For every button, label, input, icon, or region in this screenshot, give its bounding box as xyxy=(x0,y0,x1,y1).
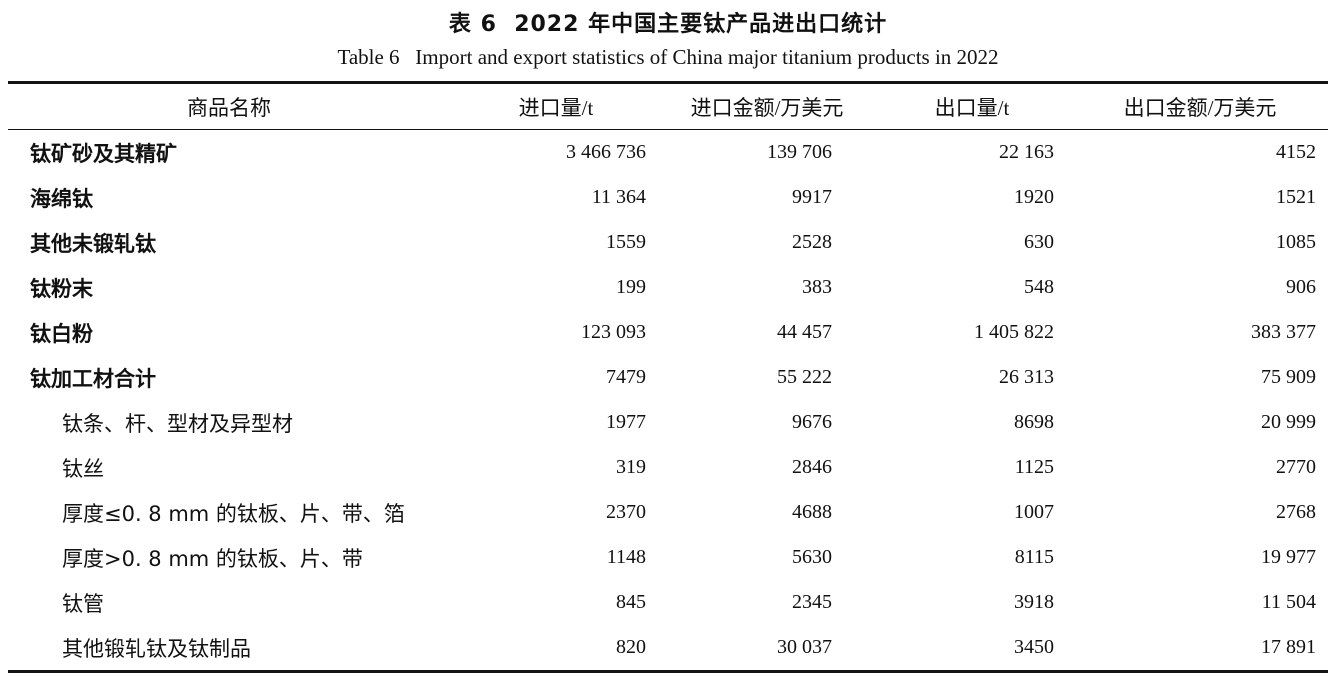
cell-product-name: 钛丝 xyxy=(62,456,104,481)
cell-product-name: 厚度>0. 8 mm 的钛板、片、带 xyxy=(62,546,363,571)
cell-import-value: 9917 xyxy=(792,186,832,208)
cell-export-qty: 548 xyxy=(1024,276,1054,298)
cell-import-value: 9676 xyxy=(792,411,832,433)
cell-import-qty: 7479 xyxy=(606,366,646,388)
table-row: 其他锻轧钛及钛制品 820 30 037 3450 17 891 xyxy=(8,625,1328,672)
header-export-qty: 出口量/t xyxy=(872,82,1072,130)
cell-product-name: 钛矿砂及其精矿 xyxy=(30,141,177,166)
cell-export-qty: 22 163 xyxy=(999,141,1054,163)
header-import-qty: 进口量/t xyxy=(450,82,662,130)
table-row: 钛矿砂及其精矿 3 466 736 139 706 22 163 4152 xyxy=(8,130,1328,176)
table-caption-en: Table 6 Import and export statistics of … xyxy=(337,45,999,69)
cell-export-value: 17 891 xyxy=(1261,636,1316,658)
cell-export-qty: 1 405 822 xyxy=(974,321,1054,343)
table-row: 其他未锻轧钛 1559 2528 630 1085 xyxy=(8,220,1328,265)
cell-export-value: 383 377 xyxy=(1251,321,1316,343)
cell-import-value: 2528 xyxy=(792,231,832,253)
cell-product-name: 钛管 xyxy=(62,591,104,616)
cell-import-value: 2345 xyxy=(792,591,832,613)
table-caption-zh: 表 6 2022 年中国主要钛产品进出口统计 xyxy=(448,12,888,37)
cell-export-qty: 630 xyxy=(1024,231,1054,253)
table-row: 钛加工材合计 7479 55 222 26 313 75 909 xyxy=(8,355,1328,400)
cell-import-qty: 319 xyxy=(616,456,646,478)
table-row: 钛丝 319 2846 1125 2770 xyxy=(8,445,1328,490)
cell-export-qty: 26 313 xyxy=(999,366,1054,388)
cell-import-value: 139 706 xyxy=(767,141,832,163)
cell-export-qty: 1920 xyxy=(1014,186,1054,208)
cell-export-value: 2768 xyxy=(1276,501,1316,523)
table-row: 厚度>0. 8 mm 的钛板、片、带 1148 5630 8115 19 977 xyxy=(8,535,1328,580)
table-row: 厚度≤0. 8 mm 的钛板、片、带、箔 2370 4688 1007 2768 xyxy=(8,490,1328,535)
header-import-value: 进口金额/万美元 xyxy=(662,82,872,130)
cell-product-name: 钛白粉 xyxy=(30,321,93,346)
table-row: 钛条、杆、型材及异型材 1977 9676 8698 20 999 xyxy=(8,400,1328,445)
cell-export-value: 20 999 xyxy=(1261,411,1316,433)
header-product-name: 商品名称 xyxy=(8,82,450,130)
table-row: 钛粉末 199 383 548 906 xyxy=(8,265,1328,310)
cell-import-value: 383 xyxy=(802,276,832,298)
cell-export-value: 75 909 xyxy=(1261,366,1316,388)
cell-export-qty: 1125 xyxy=(1014,456,1054,478)
cell-import-value: 30 037 xyxy=(777,636,832,658)
cell-export-qty: 3918 xyxy=(1014,591,1054,613)
table-row: 钛管 845 2345 3918 11 504 xyxy=(8,580,1328,625)
cell-import-value: 5630 xyxy=(792,546,832,568)
cell-import-qty: 1977 xyxy=(606,411,646,433)
cell-product-name: 厚度≤0. 8 mm 的钛板、片、带、箔 xyxy=(62,501,405,526)
cell-export-qty: 3450 xyxy=(1014,636,1054,658)
cell-import-value: 55 222 xyxy=(777,366,832,388)
cell-product-name: 钛加工材合计 xyxy=(30,366,156,391)
import-export-table: 商品名称 进口量/t 进口金额/万美元 出口量/t 出口金额/万美元 钛矿砂及其… xyxy=(8,81,1328,673)
cell-import-qty: 1559 xyxy=(606,231,646,253)
table-row: 钛白粉 123 093 44 457 1 405 822 383 377 xyxy=(8,310,1328,355)
cell-export-value: 11 504 xyxy=(1261,591,1316,613)
table-row: 海绵钛 11 364 9917 1920 1521 xyxy=(8,175,1328,220)
cell-export-value: 2770 xyxy=(1276,456,1316,478)
cell-product-name: 钛条、杆、型材及异型材 xyxy=(62,411,293,436)
header-export-value: 出口金额/万美元 xyxy=(1072,82,1328,130)
cell-import-qty: 820 xyxy=(616,636,646,658)
cell-import-qty: 11 364 xyxy=(591,186,646,208)
table-body: 钛矿砂及其精矿 3 466 736 139 706 22 163 4152 海绵… xyxy=(8,130,1328,672)
cell-export-qty: 8698 xyxy=(1014,411,1054,433)
cell-export-qty: 1007 xyxy=(1014,501,1054,523)
cell-product-name: 其他未锻轧钛 xyxy=(30,231,156,256)
cell-import-qty: 1148 xyxy=(606,546,646,568)
cell-product-name: 钛粉末 xyxy=(30,276,93,301)
cell-product-name: 其他锻轧钛及钛制品 xyxy=(62,636,251,661)
cell-import-qty: 123 093 xyxy=(581,321,646,343)
cell-import-qty: 3 466 736 xyxy=(566,141,646,163)
cell-export-value: 1085 xyxy=(1276,231,1316,253)
cell-import-value: 4688 xyxy=(792,501,832,523)
cell-import-qty: 845 xyxy=(616,591,646,613)
cell-product-name: 海绵钛 xyxy=(30,186,93,211)
cell-export-value: 19 977 xyxy=(1261,546,1316,568)
cell-import-qty: 2370 xyxy=(606,501,646,523)
cell-export-value: 4152 xyxy=(1276,141,1316,163)
cell-export-qty: 8115 xyxy=(1014,546,1054,568)
cell-import-value: 44 457 xyxy=(777,321,832,343)
table-header-row: 商品名称 进口量/t 进口金额/万美元 出口量/t 出口金额/万美元 xyxy=(8,82,1328,130)
cell-import-value: 2846 xyxy=(792,456,832,478)
cell-export-value: 1521 xyxy=(1276,186,1316,208)
cell-export-value: 906 xyxy=(1286,276,1316,298)
cell-import-qty: 199 xyxy=(616,276,646,298)
